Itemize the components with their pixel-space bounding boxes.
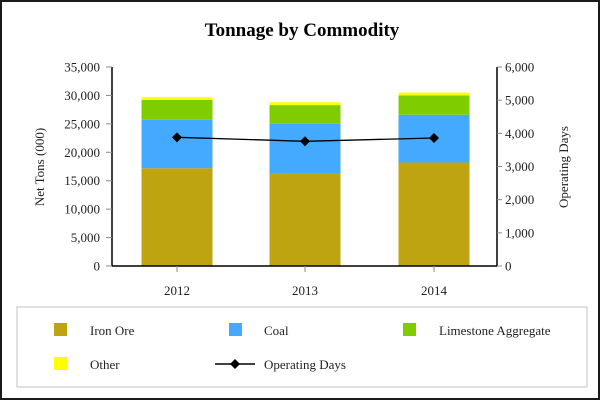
y2-tick-label: 1,000 — [505, 225, 534, 240]
y2-tick-label: 4,000 — [505, 126, 534, 141]
bar-limestone-aggregate-2014 — [398, 95, 470, 115]
y-tick-label: 0 — [94, 259, 101, 274]
legend-label: Coal — [264, 323, 289, 338]
y2-axis-label: Operating Days — [556, 126, 571, 208]
x-tick-label: 2012 — [164, 283, 190, 298]
legend-swatch-other — [54, 357, 67, 370]
x-tick-label: 2014 — [421, 283, 448, 298]
y-tick-label: 15,000 — [64, 173, 100, 188]
bar-other-2012 — [141, 97, 213, 100]
x-tick-label: 2013 — [292, 283, 318, 298]
bar-coal-2012 — [141, 119, 213, 169]
legend-box — [16, 306, 588, 388]
y-axis-left: 0 5,000 10,000 15,000 20,000 25,000 30,000 35,0… — [64, 60, 113, 274]
marker-operating-days-2014 — [429, 132, 439, 143]
legend-item-limestone-aggregate: Limestone Aggregate — [403, 323, 551, 338]
legend-item-operating-days: Operating Days — [215, 357, 346, 372]
y-tick-label: 10,000 — [64, 202, 100, 217]
legend-item-iron-ore: Iron Ore — [54, 323, 135, 338]
y-axis-right: 0 1,000 2,000 3,000 4,000 5,000 6,000 — [496, 60, 534, 274]
legend-swatch-iron-ore — [54, 323, 67, 336]
y-axis-label: Net Tons (000) — [32, 128, 47, 206]
y-tick-label: 25,000 — [64, 116, 100, 131]
y-tick-label: 20,000 — [64, 145, 100, 160]
y-tick-label: 5,000 — [71, 230, 100, 245]
legend-swatch-limestone-aggregate — [403, 323, 416, 336]
legend-label: Iron Ore — [90, 323, 135, 338]
operating-days-line — [172, 132, 439, 147]
bar-iron-ore-2013 — [269, 173, 341, 266]
legend-label: Other — [90, 357, 120, 372]
bar-other-2013 — [269, 102, 341, 106]
y2-tick-label: 2,000 — [505, 192, 534, 207]
legend-swatch-coal — [229, 323, 242, 336]
bar-limestone-aggregate-2012 — [141, 99, 213, 120]
legend-label: Operating Days — [264, 357, 346, 372]
bars — [141, 92, 470, 266]
x-axis: 2012 2013 2014 — [112, 265, 497, 298]
bar-iron-ore-2014 — [398, 162, 470, 266]
y2-tick-label: 3,000 — [505, 159, 534, 174]
legend: Iron Ore Coal Limestone Aggregate Other Oper… — [54, 323, 551, 372]
chart-title: Tonnage by Commodity — [205, 20, 400, 41]
y2-tick-label: 5,000 — [505, 93, 534, 108]
legend-label: Limestone Aggregate — [439, 323, 551, 338]
bar-iron-ore-2012 — [141, 168, 213, 266]
legend-diamond-icon — [230, 359, 240, 369]
bar-other-2014 — [398, 92, 470, 96]
legend-item-coal: Coal — [229, 323, 289, 338]
y-tick-label: 30,000 — [64, 88, 100, 103]
marker-operating-days-2013 — [300, 136, 310, 147]
legend-item-other: Other — [54, 357, 120, 372]
marker-operating-days-2012 — [172, 132, 182, 143]
bar-limestone-aggregate-2013 — [269, 105, 341, 124]
y-tick-label: 35,000 — [64, 60, 100, 75]
y2-tick-label: 6,000 — [505, 60, 534, 75]
bar-coal-2013 — [269, 123, 341, 174]
y2-tick-label: 0 — [505, 259, 512, 274]
